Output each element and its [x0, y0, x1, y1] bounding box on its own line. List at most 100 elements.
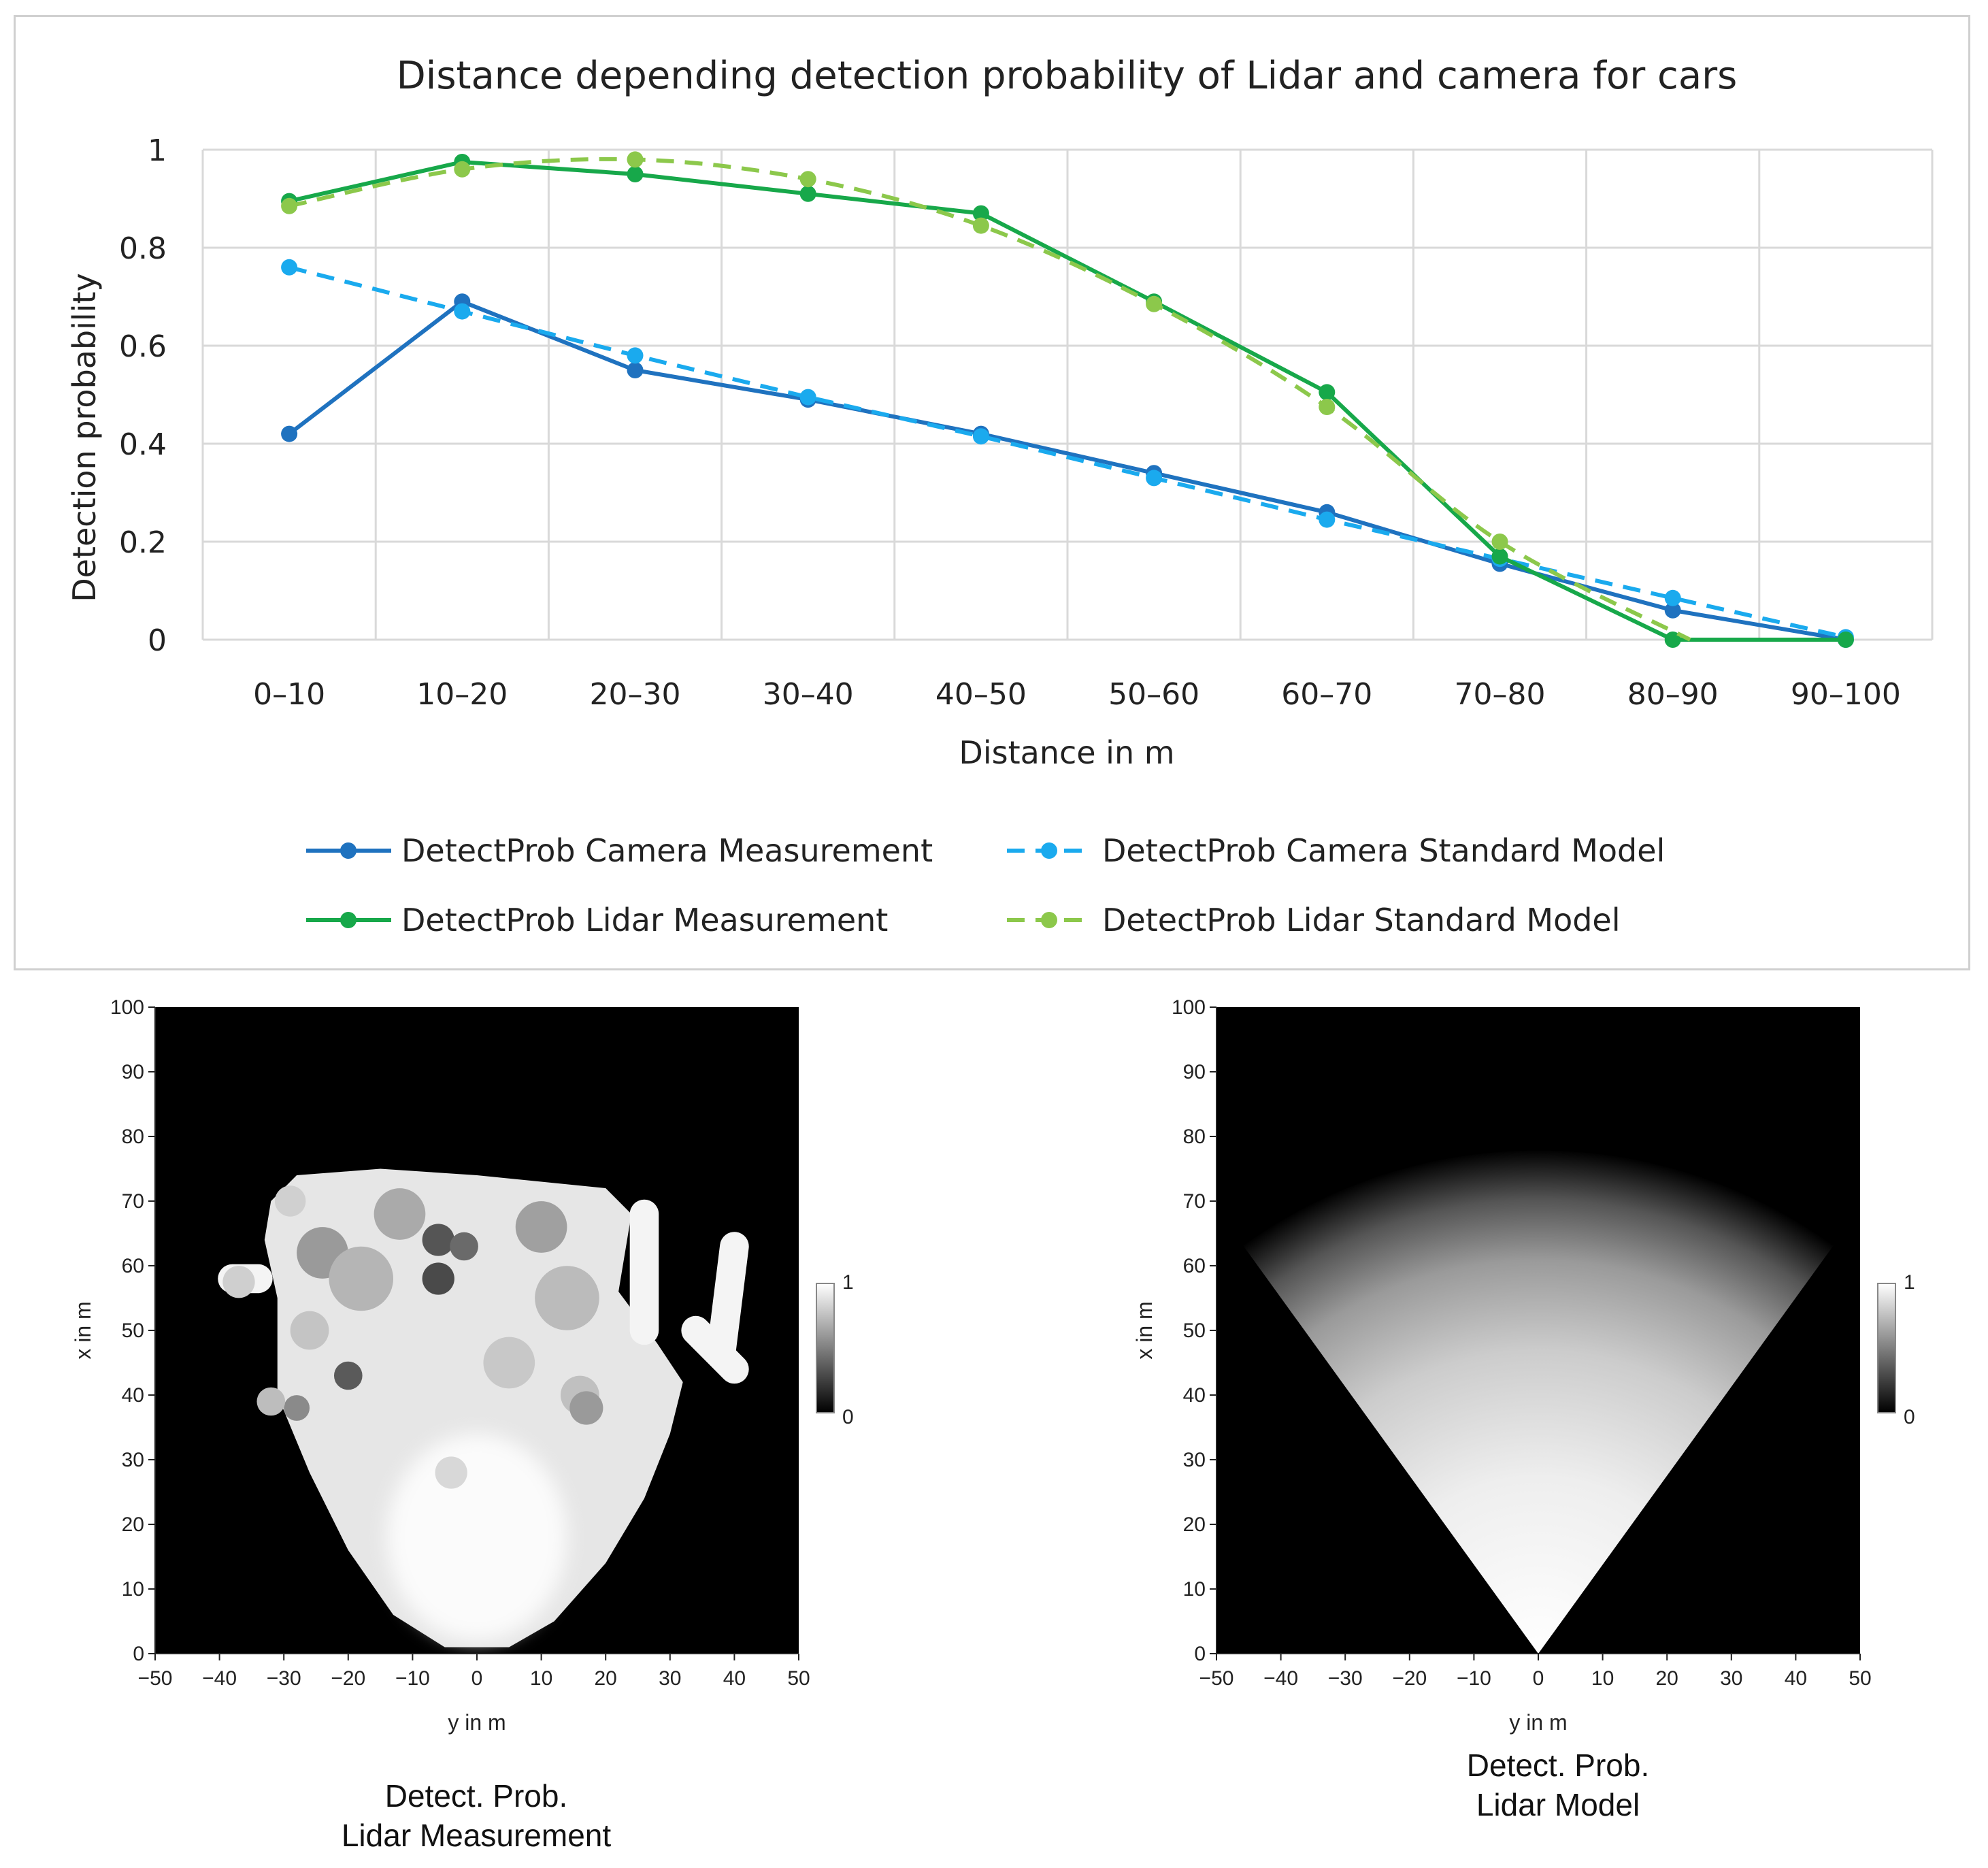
x-tick-label: 40–50	[935, 677, 1027, 712]
heatmap-core	[386, 1434, 567, 1641]
heatmap-patch	[290, 1311, 329, 1350]
legend-swatch-marker	[340, 842, 357, 859]
y-tick-label: 0	[133, 1643, 144, 1665]
x-tick-label: 50	[1849, 1667, 1871, 1690]
legend-label: DetectProb Camera Standard Model	[1102, 832, 1665, 869]
data-point	[1491, 534, 1508, 550]
y-tick-label: 20	[122, 1513, 144, 1536]
x-tick-label: 40	[1785, 1667, 1807, 1690]
y-tick-label: 40	[1183, 1384, 1206, 1407]
caption-line-2: Lidar Model	[1476, 1787, 1640, 1822]
heatmap-patch	[222, 1266, 255, 1298]
legend-label: DetectProb Lidar Standard Model	[1102, 902, 1621, 938]
x-tick-label: −50	[1199, 1667, 1234, 1690]
data-point	[627, 151, 644, 168]
x-tick-label: −10	[1457, 1667, 1491, 1690]
x-tick-label: 50–60	[1108, 677, 1199, 712]
x-tick-label: 90–100	[1791, 677, 1901, 712]
y-tick-label: 60	[1183, 1255, 1206, 1277]
line-chart-legend: DetectProb Camera Measurement DetectProb …	[306, 832, 1665, 938]
y-tick-label: 100	[110, 996, 144, 1019]
x-tick-label: −30	[1328, 1667, 1363, 1690]
colorbar-max-label: 1	[842, 1271, 854, 1294]
y-tick-label: 0.2	[119, 525, 167, 560]
colorbar	[1877, 1283, 1896, 1413]
data-point	[454, 161, 471, 178]
line-chart-y-ticks: 0 0.2 0.4 0.6 0.8 1	[119, 133, 167, 658]
x-tick-label: 10	[530, 1667, 552, 1690]
data-point	[1664, 602, 1681, 619]
data-point	[281, 197, 298, 214]
x-tick-label: 30	[659, 1667, 681, 1690]
legend-label: DetectProb Camera Measurement	[401, 832, 933, 869]
heatmap-patch	[422, 1262, 454, 1295]
y-tick-label: 1	[148, 133, 167, 168]
caption-lidar-measurement: Detect. Prob. Lidar Measurement	[252, 1776, 701, 1855]
heatmap-lidar-measurement: −50 −40 −30 −20 −10 0 10 20 30 40 5001020304050607…	[71, 996, 854, 1735]
y-tick-label: 90	[1183, 1061, 1206, 1083]
legend-swatch-marker	[1041, 912, 1057, 928]
caption-line-1: Detect. Prob.	[384, 1778, 568, 1814]
line-chart-frame	[14, 15, 1970, 970]
heatmap-patch	[569, 1391, 603, 1425]
heatmap-finger	[707, 1232, 749, 1364]
legend-item: DetectProb Lidar Standard Model	[1007, 902, 1621, 938]
data-point	[1664, 632, 1681, 648]
line-chart-series	[281, 151, 1854, 648]
x-tick-label: 50	[787, 1667, 810, 1690]
x-tick-label: 80–90	[1627, 677, 1719, 712]
y-tick-label: 50	[1183, 1320, 1206, 1342]
data-point	[799, 171, 816, 188]
legend-item: DetectProb Camera Standard Model	[1007, 832, 1665, 869]
colorbar	[816, 1283, 835, 1413]
legend-label: DetectProb Lidar Measurement	[401, 902, 888, 938]
y-tick-label: 30	[1183, 1449, 1206, 1471]
heatmap-patch	[450, 1232, 478, 1261]
x-tick-label: −40	[202, 1667, 237, 1690]
data-point	[1491, 548, 1508, 565]
x-tick-label: 40	[723, 1667, 746, 1690]
x-tick-label: 60–70	[1281, 677, 1372, 712]
x-tick-label: −50	[138, 1667, 173, 1690]
x-tick-label: 30	[1720, 1667, 1742, 1690]
x-tick-label: −20	[1392, 1667, 1427, 1690]
line-chart-x-axis-label: Distance in m	[959, 734, 1174, 771]
heatmap-patch	[422, 1224, 454, 1256]
line-chart-x-ticks: 0–10 10–20 20–30 30–40 40–50 50–60 60–70 70–80 8…	[253, 677, 1901, 712]
data-point	[1319, 399, 1336, 415]
data-point	[454, 303, 471, 320]
caption-line-1: Detect. Prob.	[1466, 1748, 1650, 1783]
line-chart: Distance depending detection probability…	[66, 54, 1934, 938]
line-chart-y-axis-label: Detection probability	[66, 273, 103, 602]
line-chart-grid	[201, 148, 1934, 641]
legend-item: DetectProb Camera Measurement	[306, 832, 933, 869]
y-tick-label: 100	[1172, 996, 1206, 1019]
data-point	[1664, 589, 1681, 606]
heatmap-patch	[256, 1387, 286, 1416]
y-tick-label: 20	[1183, 1513, 1206, 1536]
y-tick-label: 90	[122, 1061, 144, 1083]
y-tick-label: 0	[148, 623, 167, 658]
legend-swatch-marker	[340, 912, 357, 928]
heatmap-x-axis-label: y in m	[1509, 1710, 1567, 1735]
heatmap-patch	[333, 1361, 363, 1390]
x-tick-label: 0	[471, 1667, 483, 1690]
y-tick-label: 0	[1194, 1643, 1206, 1665]
data-point	[972, 428, 989, 445]
colorbar-min-label: 0	[1904, 1406, 1915, 1428]
series-line	[288, 265, 1846, 640]
colorbar-max-label: 1	[1904, 1271, 1915, 1294]
heatmap-y-axis-label: x in m	[1132, 1301, 1157, 1359]
x-tick-label: 10–20	[416, 677, 508, 712]
data-point	[799, 185, 816, 202]
y-tick-label: 70	[1183, 1190, 1206, 1213]
x-tick-label: 0–10	[253, 677, 325, 712]
data-point	[627, 347, 644, 364]
y-tick-label: 10	[1183, 1578, 1206, 1601]
data-point	[281, 259, 298, 276]
legend-swatch-marker	[1041, 842, 1057, 859]
data-point	[627, 166, 644, 182]
data-point	[1837, 632, 1854, 648]
y-tick-label: 10	[122, 1578, 144, 1601]
y-tick-label: 70	[122, 1190, 144, 1213]
